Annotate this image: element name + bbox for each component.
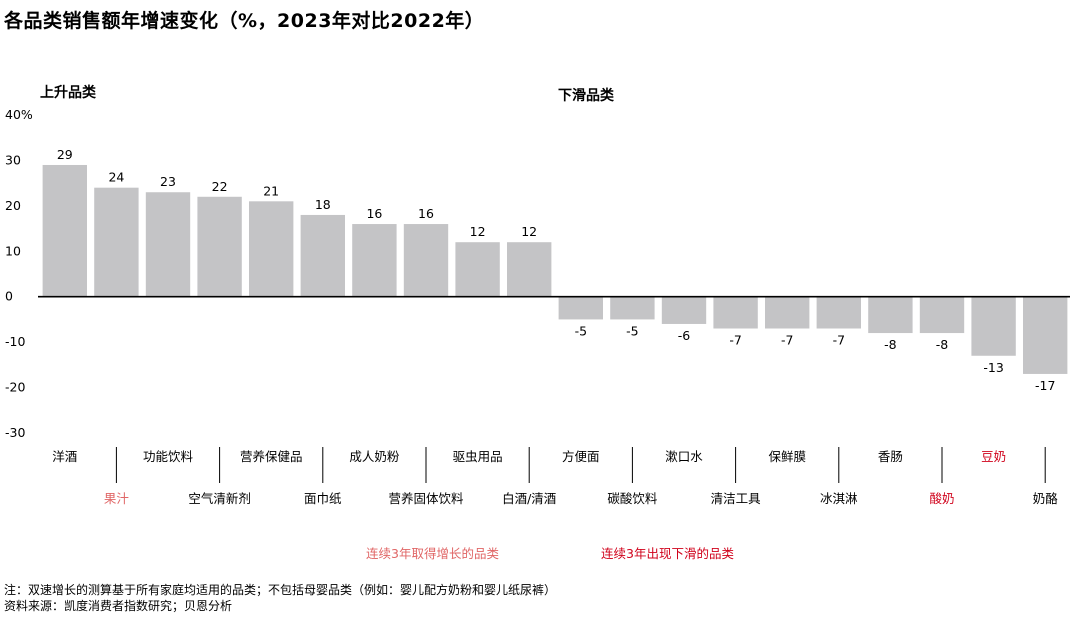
category-label: 保鲜膜 (768, 449, 806, 464)
data-label: -5 (626, 323, 638, 338)
bar (971, 296, 1016, 356)
bar (352, 224, 397, 297)
data-label: 21 (263, 183, 279, 198)
bar (94, 187, 139, 297)
data-label: -13 (983, 360, 1003, 375)
data-label: 22 (212, 179, 228, 194)
data-label: -7 (781, 333, 793, 348)
bar (455, 242, 500, 297)
footnote: 注：双速增长的测算基于所有家庭均适用的品类；不包括母婴品类（例如：婴儿配方奶粉和… (4, 583, 557, 597)
bar (300, 214, 345, 297)
data-label: 29 (57, 147, 73, 162)
legend-growth-3yr: 连续3年取得增长的品类 (366, 546, 499, 561)
category-label: 香肠 (878, 449, 903, 464)
category-label: 果汁 (104, 491, 130, 506)
category-label: 白酒/清酒 (502, 491, 556, 506)
bar (558, 296, 603, 320)
category-label: 酸奶 (929, 491, 954, 506)
category-label: 成人奶粉 (349, 449, 400, 464)
data-label: -7 (729, 333, 741, 348)
category-label: 清洁工具 (711, 491, 762, 506)
rise-section-label: 上升品类 (40, 85, 96, 101)
fall-section-label: 下滑品类 (558, 88, 614, 104)
category-label: 营养保健品 (240, 449, 303, 464)
category-label: 功能饮料 (143, 449, 194, 464)
data-label: 12 (521, 224, 537, 239)
category-label: 洋酒 (52, 449, 77, 464)
bar (713, 296, 758, 329)
data-label: -6 (678, 328, 691, 343)
y-tick-label: 0 (5, 289, 13, 304)
y-tick-label: 10 (5, 243, 21, 258)
data-label: 23 (160, 174, 176, 189)
data-label: -17 (1035, 378, 1055, 393)
bar (919, 296, 965, 334)
bar (197, 196, 242, 297)
bar (1023, 296, 1068, 374)
data-label: 18 (315, 197, 331, 212)
data-label: 12 (470, 224, 486, 239)
category-label: 空气清新剂 (188, 491, 251, 506)
category-label: 奶酪 (1033, 491, 1059, 506)
category-label: 碳酸饮料 (607, 491, 658, 506)
category-label: 驱虫用品 (453, 449, 503, 464)
category-label: 营养固体饮料 (388, 491, 464, 506)
data-label: 16 (418, 206, 434, 221)
data-label: 16 (366, 206, 382, 221)
bar (403, 224, 449, 297)
bar (765, 296, 810, 329)
source-note: 资料来源：凯度消费者指数研究；贝恩分析 (4, 599, 233, 613)
category-label: 面巾纸 (304, 491, 342, 506)
bar (507, 242, 552, 297)
y-tick-label: -30 (5, 425, 25, 440)
data-label: 24 (108, 170, 124, 185)
bar (661, 296, 707, 324)
bar (868, 296, 913, 334)
y-tick-label: 20 (5, 198, 21, 213)
bar (816, 296, 861, 329)
data-label: -7 (833, 333, 845, 348)
bar (610, 296, 655, 320)
bar (145, 192, 191, 297)
data-label: -8 (884, 337, 897, 352)
legend-decline-3yr: 连续3年出现下滑的品类 (601, 546, 734, 561)
category-label: 方便面 (562, 449, 600, 464)
y-tick-label: -20 (5, 380, 25, 395)
chart-title: 各品类销售额年增速变化（%，2023年对比2022年） (4, 10, 485, 32)
bar (249, 201, 294, 297)
y-tick-label: 30 (5, 152, 21, 167)
bar (42, 164, 87, 297)
category-label: 豆奶 (981, 449, 1006, 464)
data-label: -8 (936, 337, 949, 352)
y-tick-label: 40% (5, 107, 33, 122)
category-label: 漱口水 (665, 449, 703, 464)
y-tick-label: -10 (5, 334, 25, 349)
data-label: -5 (575, 323, 587, 338)
category-label: 冰淇淋 (820, 491, 858, 506)
